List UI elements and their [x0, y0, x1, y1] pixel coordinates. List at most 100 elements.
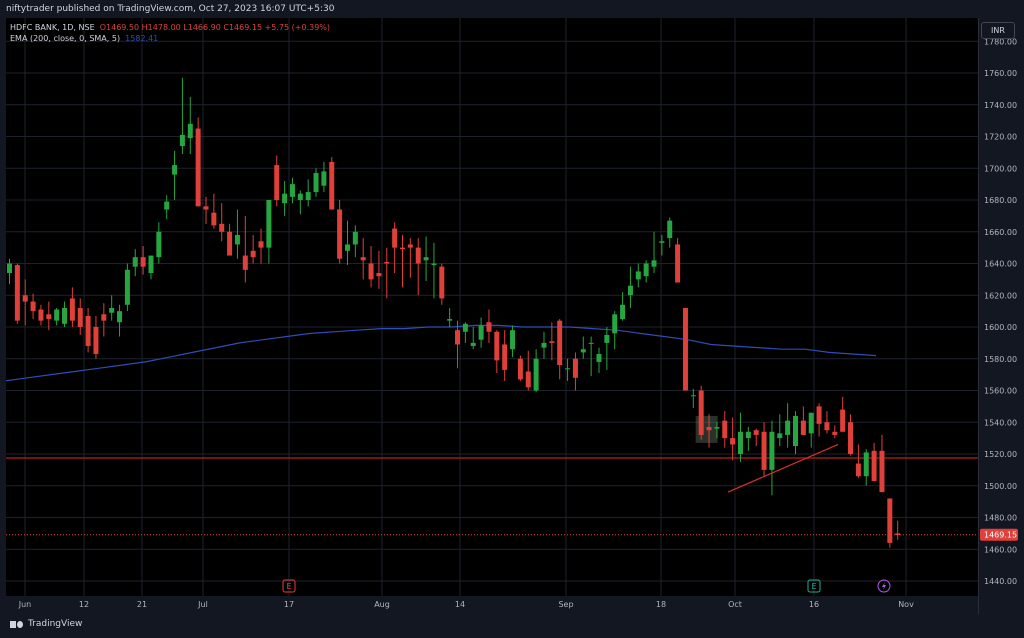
- candle-body[interactable]: [211, 212, 217, 226]
- candle-body[interactable]: [800, 420, 806, 435]
- candle-body[interactable]: [250, 250, 256, 258]
- candle-body[interactable]: [46, 314, 52, 320]
- candle-body[interactable]: [612, 314, 618, 334]
- candle-body[interactable]: [297, 193, 303, 200]
- candle-body[interactable]: [227, 231, 233, 256]
- candle-body[interactable]: [871, 450, 877, 481]
- candle-body[interactable]: [824, 422, 830, 431]
- candle-body[interactable]: [376, 273, 382, 277]
- candle-body[interactable]: [148, 255, 154, 274]
- candle-body[interactable]: [549, 341, 555, 343]
- candle-body[interactable]: [368, 263, 374, 280]
- candle-body[interactable]: [313, 173, 319, 193]
- candle-body[interactable]: [30, 301, 36, 312]
- candle-body[interactable]: [172, 165, 178, 175]
- candle-body[interactable]: [117, 311, 123, 323]
- candle-body[interactable]: [604, 334, 610, 343]
- candle-body[interactable]: [7, 263, 12, 274]
- candle-body[interactable]: [329, 161, 335, 210]
- candle-body[interactable]: [305, 192, 311, 200]
- candle-body[interactable]: [124, 269, 130, 305]
- candle-body[interactable]: [682, 307, 688, 391]
- candle-body[interactable]: [344, 244, 350, 251]
- candle-body[interactable]: [793, 415, 798, 447]
- candle-body[interactable]: [494, 331, 500, 361]
- candle-body[interactable]: [706, 427, 712, 431]
- candle-body[interactable]: [187, 123, 193, 139]
- lightning-icon[interactable]: [877, 579, 891, 593]
- candle-body[interactable]: [832, 431, 838, 435]
- candle-body[interactable]: [54, 309, 60, 321]
- candle-body[interactable]: [753, 430, 759, 435]
- candle-body[interactable]: [651, 260, 657, 267]
- candle-body[interactable]: [580, 349, 586, 353]
- candle-body[interactable]: [517, 358, 523, 380]
- ema-indicator-label[interactable]: EMA (200, close, 0, SMA, 5): [10, 34, 121, 43]
- candle-body[interactable]: [541, 342, 547, 348]
- candle-body[interactable]: [620, 304, 626, 320]
- candle-body[interactable]: [769, 431, 775, 470]
- candle-body[interactable]: [808, 412, 814, 434]
- candle-body[interactable]: [439, 266, 445, 299]
- candle-body[interactable]: [266, 200, 272, 248]
- candle-body[interactable]: [392, 228, 398, 248]
- candle-body[interactable]: [761, 431, 767, 470]
- candle-body[interactable]: [777, 433, 783, 439]
- candle-body[interactable]: [635, 271, 641, 280]
- candle-body[interactable]: [478, 325, 484, 340]
- candle-body[interactable]: [840, 409, 846, 432]
- ema-line[interactable]: [6, 324, 877, 382]
- candle-body[interactable]: [289, 184, 295, 197]
- candle-body[interactable]: [85, 315, 91, 347]
- candle-body[interactable]: [722, 420, 728, 439]
- candle-body[interactable]: [132, 257, 138, 267]
- candlestick-chart[interactable]: 1440.00 1460.00 1480.00 1500.00 1520.00 1540.…: [6, 18, 1018, 618]
- candle-body[interactable]: [431, 263, 437, 266]
- tradingview-logo[interactable]: TradingView: [10, 619, 82, 629]
- candle-body[interactable]: [242, 255, 248, 270]
- candle-body[interactable]: [470, 342, 476, 347]
- candle-body[interactable]: [737, 431, 743, 454]
- candle-body[interactable]: [667, 220, 673, 239]
- candle-body[interactable]: [274, 165, 280, 200]
- candle-body[interactable]: [38, 309, 44, 321]
- candle-body[interactable]: [745, 431, 751, 439]
- candle-body[interactable]: [690, 395, 696, 397]
- currency-button[interactable]: INR: [981, 22, 1015, 39]
- candle-body[interactable]: [203, 206, 209, 210]
- candle-body[interactable]: [588, 342, 594, 344]
- candle-body[interactable]: [62, 307, 68, 324]
- candle-body[interactable]: [219, 223, 225, 232]
- candle-body[interactable]: [14, 265, 20, 321]
- plot-area[interactable]: 1440.00 1460.00 1480.00 1500.00 1520.00 1540.…: [6, 18, 1018, 614]
- candle-body[interactable]: [360, 257, 366, 261]
- candle-body[interactable]: [447, 319, 453, 321]
- candle-body[interactable]: [415, 247, 421, 264]
- earnings-marker[interactable]: [282, 579, 296, 593]
- candle-body[interactable]: [258, 241, 264, 248]
- candle-body[interactable]: [675, 244, 681, 283]
- candle-body[interactable]: [659, 241, 665, 243]
- candle-body[interactable]: [572, 358, 578, 378]
- candle-body[interactable]: [730, 438, 736, 445]
- candle-body[interactable]: [627, 285, 633, 296]
- candle-body[interactable]: [352, 231, 358, 245]
- candle-body[interactable]: [101, 314, 107, 321]
- candle-body[interactable]: [848, 422, 854, 454]
- candle-body[interactable]: [863, 452, 869, 477]
- candle-body[interactable]: [109, 307, 115, 313]
- candle-body[interactable]: [525, 371, 531, 388]
- candle-body[interactable]: [533, 358, 539, 391]
- candle-body[interactable]: [486, 322, 492, 332]
- candle-body[interactable]: [502, 344, 508, 370]
- candle-body[interactable]: [93, 327, 99, 354]
- trend-line[interactable]: [727, 443, 839, 493]
- candle-body[interactable]: [462, 323, 468, 332]
- candle-body[interactable]: [895, 533, 901, 535]
- candle-body[interactable]: [643, 263, 649, 277]
- symbol-label[interactable]: HDFC BANK, 1D, NSE: [10, 23, 95, 32]
- candle-body[interactable]: [384, 261, 390, 264]
- candle-body[interactable]: [140, 257, 146, 267]
- candle-body[interactable]: [855, 463, 861, 477]
- candle-body[interactable]: [816, 406, 822, 424]
